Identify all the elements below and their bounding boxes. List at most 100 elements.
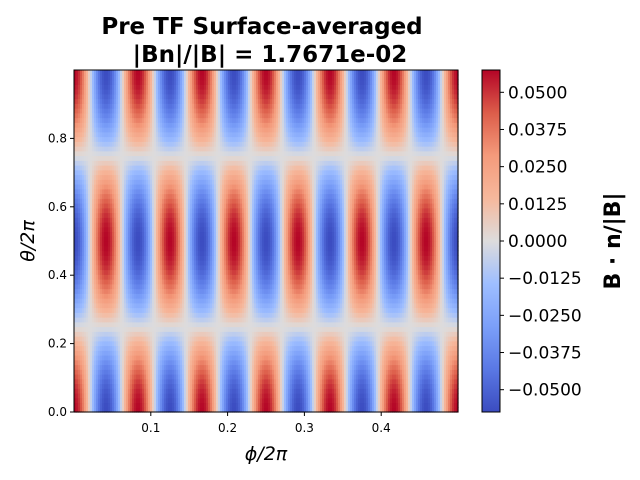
heatmap-cell <box>456 359 459 366</box>
heatmap-cell <box>358 307 361 313</box>
heatmap-cell <box>122 407 125 413</box>
heatmap-cell <box>204 393 207 399</box>
heatmap-cell <box>286 326 289 332</box>
heatmap-cell <box>112 336 115 342</box>
heatmap-cell <box>266 326 269 332</box>
heatmap-cell <box>382 302 385 309</box>
heatmap-cell <box>248 336 251 342</box>
heatmap-cell <box>114 407 117 413</box>
heatmap-cell <box>270 397 273 404</box>
heatmap-cell <box>288 326 291 332</box>
heatmap-cell <box>238 369 241 375</box>
heatmap-cell <box>346 355 349 361</box>
heatmap-cell <box>110 336 113 342</box>
heatmap-cell <box>332 355 335 361</box>
heatmap-cell <box>138 402 141 408</box>
heatmap-cell <box>212 378 215 385</box>
heatmap-cell <box>100 355 103 361</box>
heatmap-cell <box>110 388 113 394</box>
heatmap-cell <box>252 393 255 399</box>
heatmap-cell <box>202 359 205 366</box>
heatmap-cell <box>190 317 193 323</box>
heatmap-cell <box>204 340 207 347</box>
heatmap-cell <box>372 378 375 385</box>
heatmap-cell <box>432 336 435 342</box>
heatmap-cell <box>372 326 375 332</box>
heatmap-cell <box>236 288 239 294</box>
heatmap-cell <box>374 393 377 399</box>
heatmap-cell <box>80 383 83 389</box>
heatmap-cell <box>280 350 283 356</box>
heatmap-cell <box>260 364 263 370</box>
heatmap-cell <box>266 302 269 309</box>
heatmap-cell <box>294 317 297 323</box>
heatmap-cell <box>446 298 449 304</box>
heatmap-cell <box>230 288 233 294</box>
heatmap-cell <box>182 397 185 404</box>
heatmap-cell <box>304 388 307 394</box>
heatmap-cell <box>162 345 165 351</box>
heatmap-cell <box>148 321 151 328</box>
heatmap-cell <box>232 374 235 380</box>
heatmap-cell <box>160 355 163 361</box>
heatmap-cell <box>372 402 375 408</box>
heatmap-cell <box>332 336 335 342</box>
heatmap-cell <box>452 336 455 342</box>
heatmap-cell <box>438 350 441 356</box>
heatmap-cell <box>132 298 135 304</box>
heatmap-cell <box>398 359 401 366</box>
heatmap-cell <box>94 407 97 413</box>
heatmap-cell <box>320 393 323 399</box>
heatmap-cell <box>122 355 125 361</box>
heatmap-cell <box>158 288 161 294</box>
heatmap-cell <box>404 350 407 356</box>
heatmap-cell <box>130 302 133 309</box>
heatmap-cell <box>394 307 397 313</box>
heatmap-cell <box>344 307 347 313</box>
heatmap-cell <box>360 340 363 347</box>
heatmap-cell <box>368 364 371 370</box>
heatmap-cell <box>322 378 325 385</box>
heatmap-cell <box>116 397 119 404</box>
heatmap-cell <box>256 383 259 389</box>
heatmap-cell <box>448 402 451 408</box>
heatmap-cell <box>286 293 289 299</box>
heatmap-cell <box>384 317 387 323</box>
heatmap-cell <box>342 364 345 370</box>
heatmap-cell <box>410 369 413 375</box>
heatmap-cell <box>428 397 431 404</box>
heatmap-cell <box>444 359 447 366</box>
heatmap-cell <box>276 307 279 313</box>
heatmap-cell <box>228 355 231 361</box>
heatmap-cell <box>140 355 143 361</box>
heatmap-cell <box>354 336 357 342</box>
heatmap-cell <box>94 312 97 318</box>
heatmap-cell <box>232 407 235 413</box>
heatmap-cell <box>190 383 193 389</box>
heatmap-cell <box>84 302 87 309</box>
heatmap-cell <box>106 374 109 380</box>
heatmap-cell <box>112 321 115 328</box>
heatmap-cell <box>246 321 249 328</box>
heatmap-cell <box>334 383 337 389</box>
heatmap-cell <box>214 388 217 394</box>
heatmap-cell <box>440 369 443 375</box>
heatmap-cell <box>278 378 281 385</box>
heatmap-cell <box>446 355 449 361</box>
heatmap-cell <box>108 369 111 375</box>
heatmap-cell <box>74 359 77 366</box>
heatmap-cell <box>228 321 231 328</box>
heatmap-cell <box>322 321 325 328</box>
heatmap-cell <box>270 321 273 328</box>
heatmap-cell <box>120 345 123 351</box>
heatmap-cell <box>160 331 163 337</box>
heatmap-cell <box>346 317 349 323</box>
heatmap-cell <box>218 288 221 294</box>
heatmap-cell <box>228 369 231 375</box>
heatmap-cell <box>104 321 107 328</box>
heatmap-cell <box>308 321 311 328</box>
heatmap-cell <box>330 312 333 318</box>
heatmap-cell <box>82 393 85 399</box>
heatmap-cell <box>90 340 93 347</box>
heatmap-cell <box>150 388 153 394</box>
